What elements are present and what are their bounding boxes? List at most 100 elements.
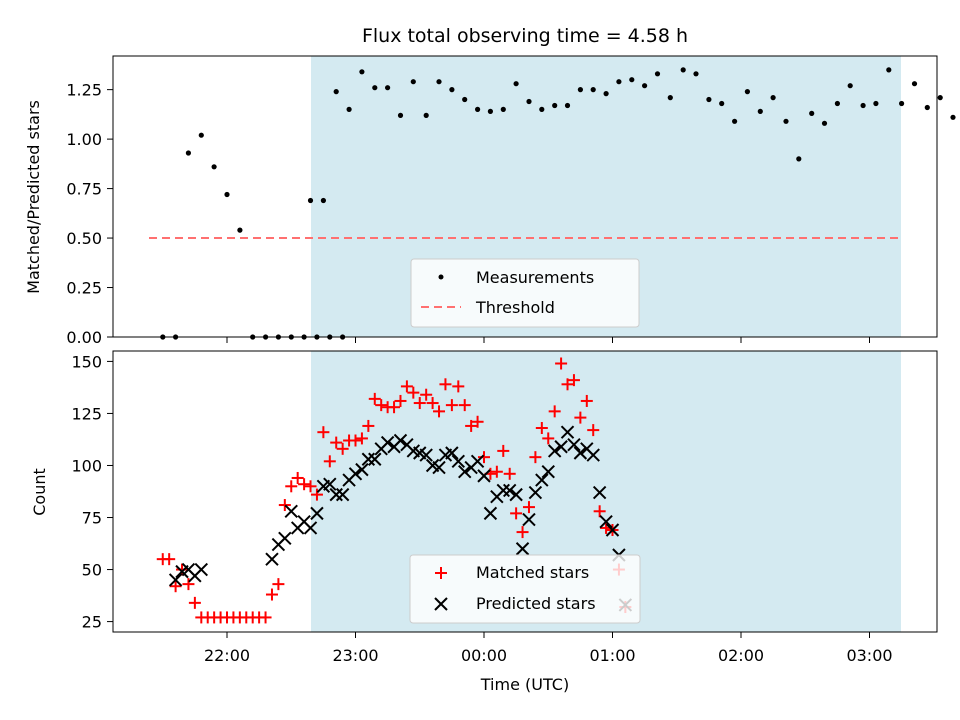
measurement-point bbox=[320, 197, 326, 204]
predicted-star-point bbox=[329, 487, 343, 502]
matched-star-point bbox=[567, 374, 580, 387]
top-y-tick-label: 1.25 bbox=[66, 81, 102, 100]
bottom-legend: Matched stars Predicted stars bbox=[409, 554, 641, 624]
matched-star-point bbox=[555, 357, 568, 370]
top-legend-box bbox=[410, 258, 640, 328]
predicted-star-point bbox=[355, 462, 369, 477]
measurement-points bbox=[160, 67, 956, 340]
predicted-star-point bbox=[445, 446, 459, 460]
measurement-point bbox=[160, 334, 166, 340]
matched-star-point bbox=[317, 426, 330, 439]
bottom-plot-frame bbox=[112, 350, 938, 633]
predicted-star-point bbox=[560, 425, 575, 439]
matched-star-point bbox=[298, 478, 311, 491]
measurement-point bbox=[706, 96, 712, 103]
measurement-point bbox=[288, 334, 294, 340]
matched-star-point bbox=[433, 405, 446, 418]
predicted-star-point bbox=[567, 437, 581, 452]
predicted-star-point bbox=[303, 521, 318, 535]
measurement-point bbox=[629, 77, 635, 83]
matched-star-point bbox=[163, 553, 176, 566]
measurement-point bbox=[616, 79, 622, 85]
legend-matched-marker bbox=[435, 567, 447, 579]
predicted-star-point bbox=[361, 452, 376, 466]
measurement-point bbox=[385, 85, 391, 91]
measurement-point bbox=[462, 96, 468, 103]
measurement-point bbox=[307, 197, 314, 204]
predicted-star-point bbox=[310, 506, 324, 521]
measurement-point bbox=[211, 164, 217, 170]
measurement-point bbox=[809, 110, 815, 116]
measurement-point bbox=[744, 89, 751, 95]
measurement-point bbox=[590, 87, 596, 93]
matched-star-point bbox=[413, 397, 426, 410]
predicted-star-point bbox=[554, 440, 568, 454]
matched-star-point bbox=[272, 578, 285, 591]
matched-star-point bbox=[561, 378, 574, 391]
measurement-point bbox=[847, 83, 853, 89]
matched-star-point bbox=[349, 434, 362, 447]
bottom-y-tick-label: 75 bbox=[82, 509, 102, 528]
predicted-star-point bbox=[348, 467, 363, 481]
bottom-y-tick-label: 150 bbox=[71, 352, 102, 371]
bottom-y-tick-label: 50 bbox=[82, 561, 102, 580]
matched-star-point bbox=[516, 526, 529, 539]
legend-matched-label: Matched stars bbox=[476, 563, 589, 582]
matched-star-point bbox=[310, 488, 323, 501]
matched-star-point bbox=[458, 399, 471, 412]
legend-measurement-marker bbox=[438, 274, 444, 280]
matched-star-point bbox=[542, 432, 555, 445]
measurement-point bbox=[667, 95, 673, 101]
predicted-star-point bbox=[599, 514, 613, 529]
top-x-ticks bbox=[226, 337, 870, 343]
matched-star-point bbox=[535, 422, 548, 435]
top-y-tick-label: 1.00 bbox=[66, 130, 102, 149]
measurement-point bbox=[911, 81, 918, 87]
matched-star-point bbox=[368, 392, 381, 405]
measurement-point bbox=[185, 150, 191, 156]
matched-star-point bbox=[471, 415, 484, 428]
matched-star-point bbox=[574, 411, 587, 424]
matched-star-point bbox=[478, 451, 490, 464]
measurement-point bbox=[950, 114, 956, 120]
matched-star-point bbox=[580, 394, 593, 407]
measurement-point bbox=[834, 100, 841, 107]
predicted-star-point bbox=[451, 454, 466, 469]
matched-star-point bbox=[439, 378, 452, 391]
measurement-point bbox=[436, 79, 442, 85]
predicted-star-point bbox=[335, 487, 350, 502]
predicted-star-point bbox=[393, 433, 408, 448]
matched-star-point bbox=[388, 401, 401, 414]
legend-measurements-label: Measurements bbox=[476, 268, 594, 287]
bottom-y-tick-label: 125 bbox=[71, 404, 102, 423]
matched-star-point bbox=[548, 405, 561, 418]
measurement-point bbox=[410, 79, 416, 85]
measurement-point bbox=[564, 102, 571, 109]
bottom-panel: 25 50 75 100 125 150 22:00 23:00 00:00 01:00 02:0… bbox=[30, 350, 938, 694]
x-axis-label: Time (UTC) bbox=[480, 675, 569, 694]
measurement-point bbox=[886, 67, 892, 73]
x-tick-label: 03:00 bbox=[846, 646, 892, 665]
top-y-tick-label: 0.50 bbox=[66, 229, 102, 248]
top-y-tick-label: 0.25 bbox=[66, 279, 102, 298]
measurement-point bbox=[552, 102, 558, 109]
matched-star-point bbox=[304, 480, 317, 493]
measurement-point bbox=[770, 95, 776, 101]
x-tick-label: 01:00 bbox=[589, 646, 635, 665]
matched-star-point bbox=[259, 611, 272, 624]
predicted-star-point bbox=[477, 469, 491, 483]
matched-star-point bbox=[355, 432, 368, 445]
predicted-star-point bbox=[380, 435, 395, 450]
bottom-y-axis-label: Count bbox=[30, 468, 49, 516]
matched-star-point bbox=[176, 563, 189, 576]
predicted-star-point bbox=[515, 542, 530, 556]
bottom-y-tick-label: 100 bbox=[71, 456, 102, 475]
measurement-point bbox=[577, 87, 584, 93]
matched-star-point bbox=[278, 499, 291, 512]
top-plot-frame bbox=[112, 55, 938, 338]
predicted-star-point bbox=[535, 473, 549, 487]
measurement-point bbox=[899, 100, 905, 107]
matched-star-point bbox=[375, 399, 388, 412]
measurement-point bbox=[757, 108, 763, 114]
